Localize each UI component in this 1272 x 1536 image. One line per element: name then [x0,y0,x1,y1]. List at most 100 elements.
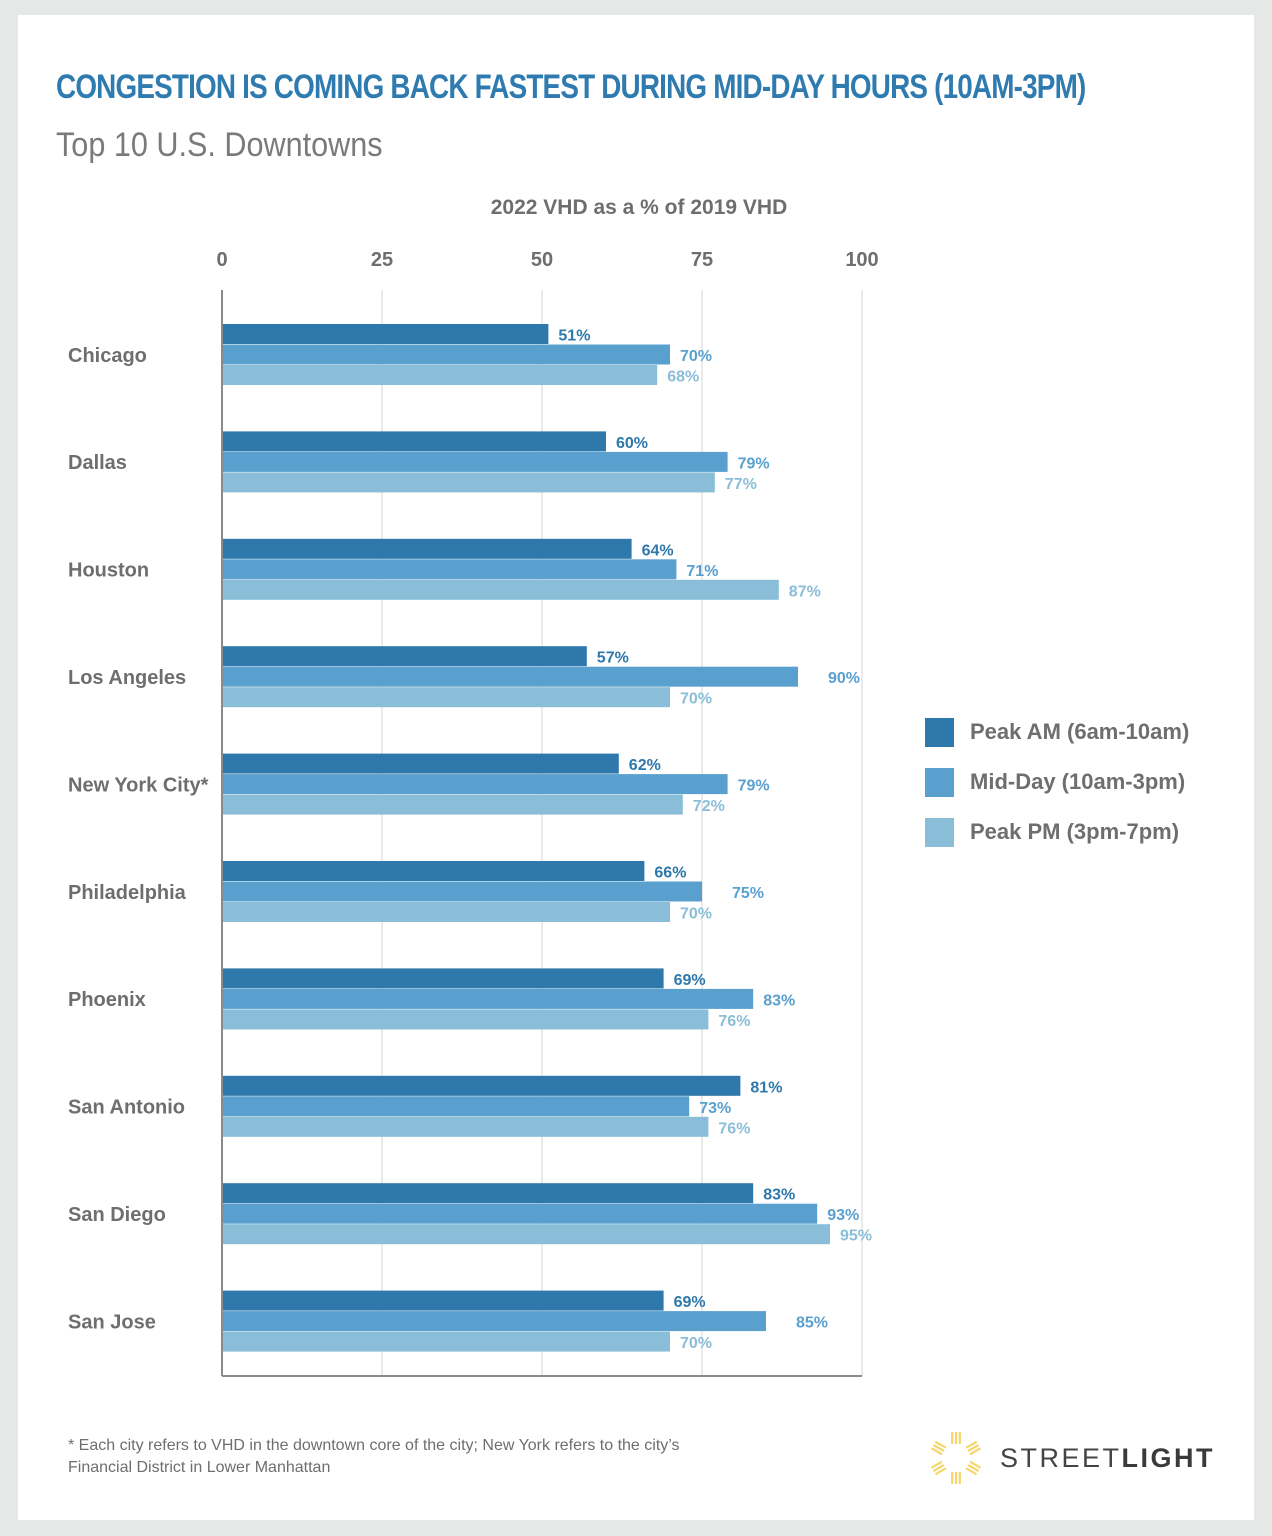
bar [222,646,587,667]
legend: Peak AM (6am-10am) Mid-Day (10am-3pm) Pe… [925,707,1189,857]
value-label: 75% [732,885,764,902]
value-label: 77% [725,476,757,493]
value-label: 72% [693,798,725,815]
legend-item-peak-am: Peak AM (6am-10am) [925,707,1189,757]
bar [222,1116,709,1137]
value-label: 85% [796,1315,828,1332]
sun-ray [932,1464,945,1472]
legend-item-peak-pm: Peak PM (3pm-7pm) [925,807,1189,857]
bar [222,1224,830,1245]
legend-label: Peak PM (3pm-7pm) [970,819,1180,844]
value-label: 70% [680,1335,712,1352]
value-label: 51% [558,328,590,345]
sun-ray [967,1444,980,1452]
x-tick-label: 100 [845,249,878,271]
value-label: 71% [686,563,718,580]
sun-rays-icon [931,1432,981,1484]
bar-chart: 2022 VHD as a % of 2019 VHD 0 25 50 75 100 Chi… [68,196,879,1377]
x-tick-label: 50 [531,249,553,271]
value-label: 57% [597,650,629,667]
value-label: 62% [629,757,661,774]
bar [222,881,702,902]
footnote: * Each city refers to VHD in the downtow… [68,1435,868,1479]
sun-ray [934,1467,947,1476]
bar [222,988,754,1009]
category-label: San Antonio [68,1097,185,1119]
legend-label: Peak AM (6am-10am) [970,719,1190,744]
value-label: 66% [654,865,686,882]
bar [222,1290,664,1311]
x-axis-title: 2022 VHD as a % of 2019 VHD [491,196,787,219]
bar [222,365,658,385]
legend-swatch-peak-pm [925,817,954,847]
category-label: San Diego [68,1204,166,1226]
category-label: Dallas [68,452,127,474]
sun-ray [931,1447,943,1456]
bar [222,753,619,774]
category-label: San Jose [68,1311,156,1333]
brand-name-bold: LIGHT [1121,1442,1216,1473]
bar [222,324,549,344]
bar [222,1075,741,1096]
legend-item-mid-day: Mid-Day (10am-3pm) [925,757,1189,807]
value-label: 95% [840,1228,872,1245]
bar [222,1183,754,1204]
brand-name-light: STREET [1000,1442,1122,1473]
bar [222,431,606,452]
value-label: 83% [763,1187,795,1204]
value-label: 64% [642,542,674,559]
bar [222,472,715,493]
legend-swatch-peak-am [925,717,954,747]
streetlight-logo: STREETLIGHT [928,1430,1215,1486]
sun-ray [969,1447,981,1456]
value-label: 70% [680,906,712,923]
category-label: New York City* [68,774,209,796]
value-label: 76% [718,1013,750,1030]
sun-ray [965,1467,978,1476]
bar [222,1009,709,1030]
bar [222,451,728,472]
bar [222,861,645,881]
bar [222,902,670,922]
value-label: 87% [789,583,821,600]
value-label: 70% [680,691,712,708]
bar [222,1311,766,1332]
bar [222,968,664,989]
x-tick-label: 25 [371,249,393,271]
bar [222,1203,818,1224]
bar [222,1096,690,1117]
sun-ray [965,1440,978,1449]
chart-subtitle: Top 10 U.S. Downtowns [56,126,383,164]
bar [222,579,779,600]
bar [222,687,670,708]
category-label: Phoenix [68,989,146,1011]
bar [222,774,728,795]
value-label: 69% [674,1294,706,1311]
legend-label: Mid-Day (10am-3pm) [970,769,1186,794]
value-label: 79% [738,778,770,795]
footnote-line-1: * Each city refers to VHD in the downtow… [68,1437,680,1454]
bar [222,1331,670,1352]
value-label: 79% [738,455,770,472]
category-label: Houston [68,560,149,582]
chart-title: CONGESTION IS COMING BACK FASTEST DURING… [56,68,1086,106]
category-label: Philadelphia [68,882,187,904]
sun-ray [932,1444,945,1452]
sun-ray [934,1440,947,1449]
value-label: 83% [763,992,795,1009]
value-label: 68% [667,369,699,386]
bar [222,344,670,365]
x-tick-label: 0 [216,249,227,271]
value-label: 81% [750,1079,782,1096]
value-label: 76% [718,1120,750,1137]
sun-ray [969,1460,981,1469]
bar [222,538,632,559]
value-label: 60% [616,435,648,452]
sun-ray [931,1460,943,1469]
sun-ray [967,1464,980,1472]
bar [222,559,677,580]
value-label: 70% [680,348,712,365]
value-label: 90% [828,670,860,687]
category-label: Los Angeles [68,667,186,689]
value-label: 69% [674,972,706,989]
